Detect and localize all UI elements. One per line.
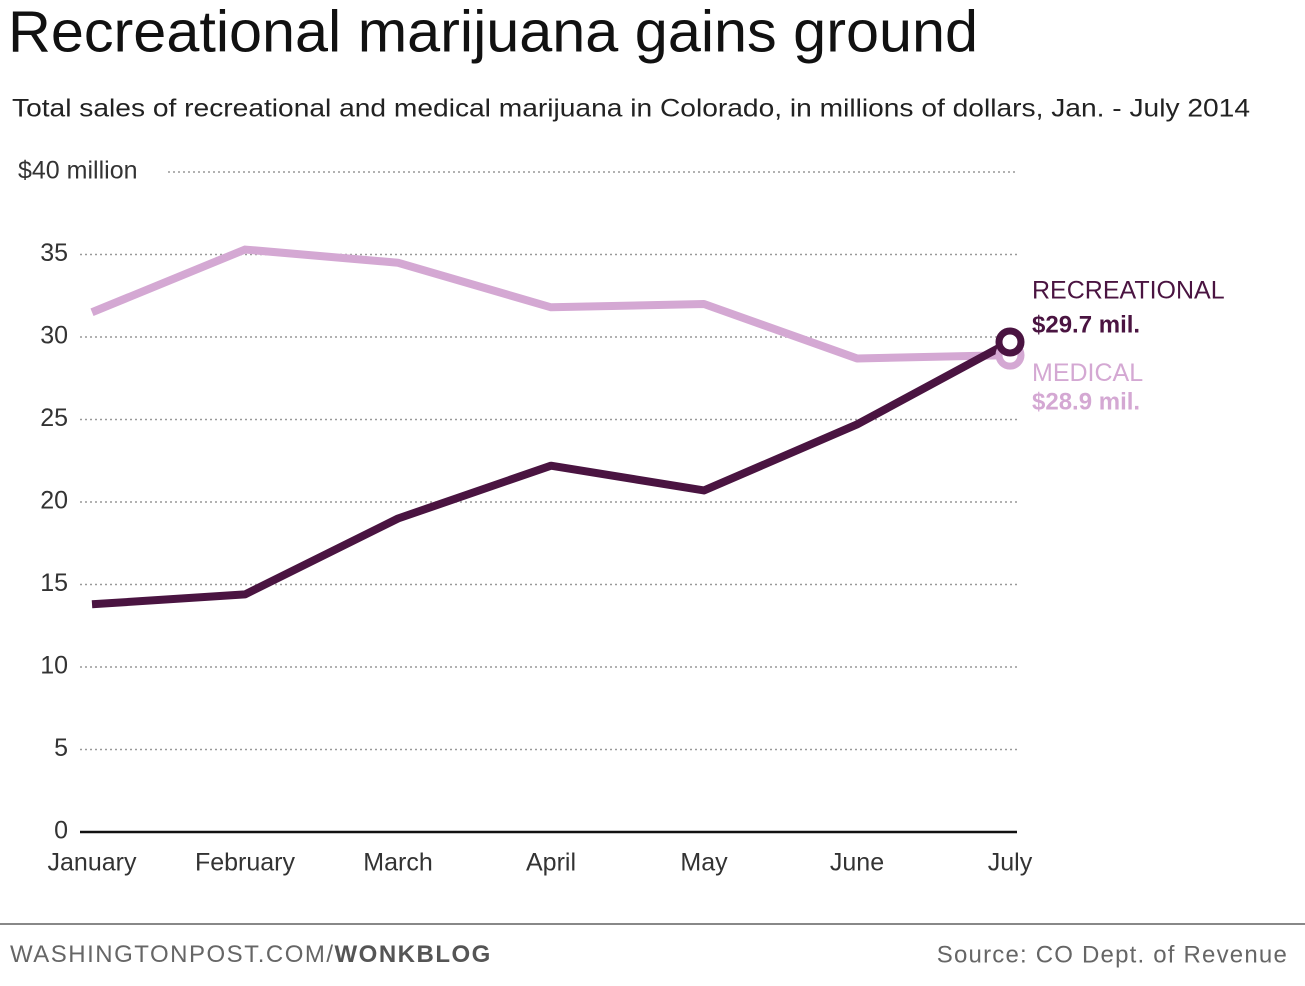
y-tick-label: 20: [40, 487, 68, 515]
blog: WONKBLOG: [335, 941, 492, 968]
site: WASHINGTONPOST.COM/: [10, 941, 335, 968]
y-tick-label: $40 million: [18, 157, 138, 185]
footer-site: WASHINGTONPOST.COM/WONKBLOG: [10, 941, 492, 968]
value-label: $28.9 mil.: [1032, 388, 1140, 415]
y-tick-label: 25: [40, 404, 68, 432]
y-tick-label: 15: [40, 569, 68, 597]
x-tick-label: April: [526, 849, 576, 877]
legend-label: MEDICAL: [1032, 359, 1143, 387]
chart-title: Recreational marijuana gains ground: [8, 0, 978, 64]
y-tick-label: 30: [40, 322, 68, 350]
y-tick-label: 35: [40, 239, 68, 267]
value-label: $29.7 mil.: [1032, 311, 1140, 338]
series-line: [91, 338, 1012, 609]
end-marker: [995, 327, 1025, 357]
legend-label: RECREATIONAL: [1032, 277, 1225, 305]
x-tick-label: June: [830, 849, 884, 877]
y-tick-label: 0: [54, 817, 68, 845]
x-tick-label: July: [988, 849, 1033, 877]
x-tick-label: February: [195, 849, 296, 877]
y-tick-label: 10: [40, 652, 68, 680]
x-tick-label: January: [48, 849, 137, 877]
series-line: [90, 245, 1011, 363]
footer-source: Source: CO Dept. of Revenue: [937, 941, 1288, 968]
y-tick-label: 5: [54, 734, 68, 762]
chart-subtitle: Total sales of recreational and medical …: [12, 95, 1250, 123]
x-tick-label: March: [363, 849, 432, 877]
x-tick-label: May: [680, 849, 728, 877]
